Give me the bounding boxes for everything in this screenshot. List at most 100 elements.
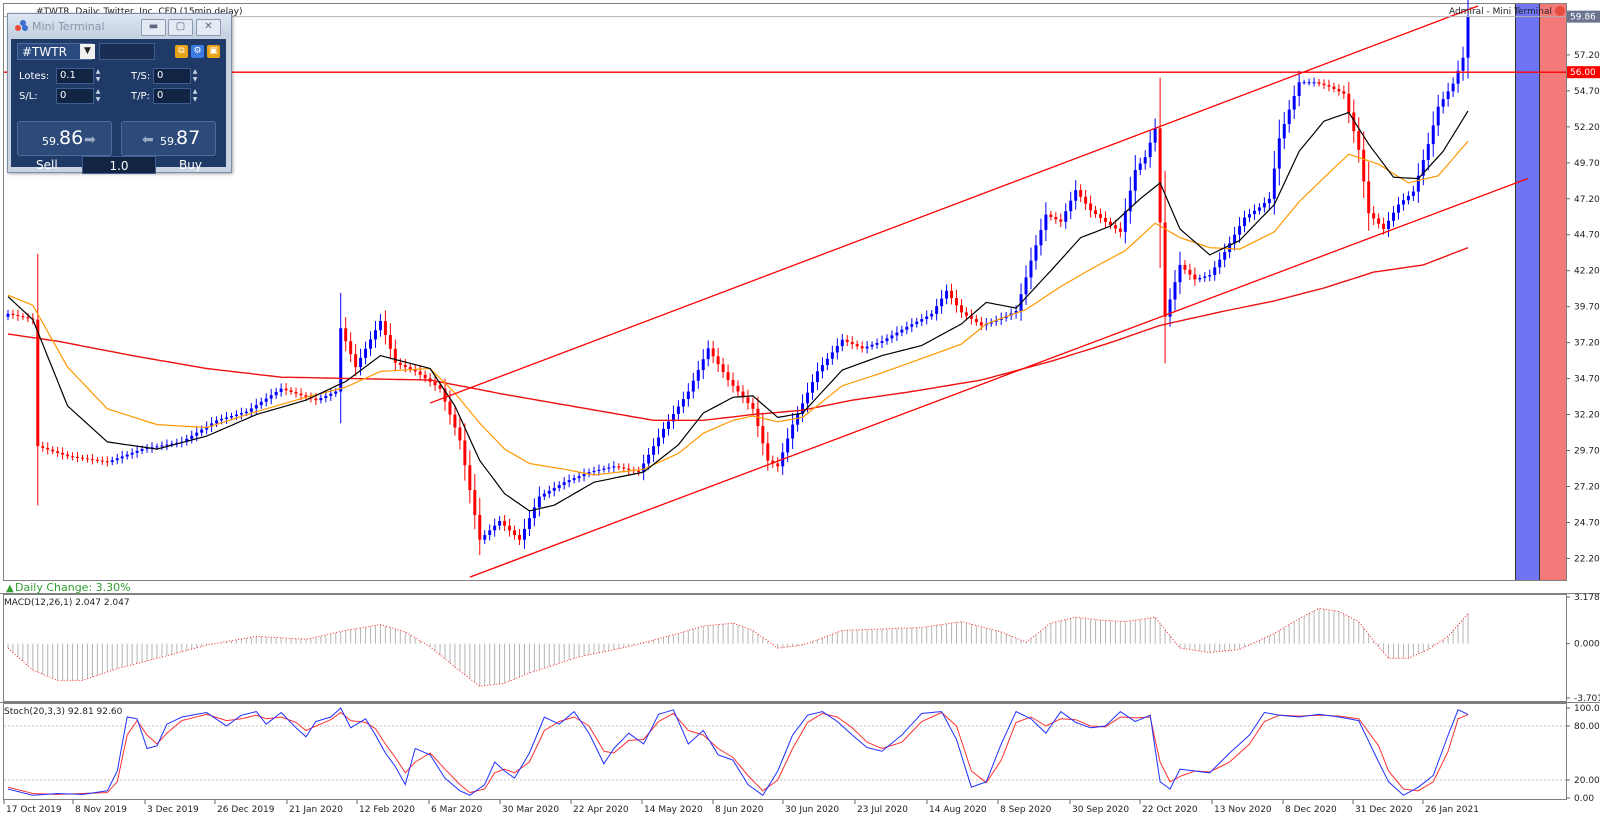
candle-body: [125, 454, 129, 457]
gear-icon[interactable]: ⚙: [191, 45, 204, 58]
candle-body: [1059, 219, 1063, 222]
close-button[interactable]: ✕: [196, 19, 221, 36]
candle-body: [1173, 282, 1177, 300]
candle-body: [349, 341, 353, 355]
candle-body: [1163, 222, 1167, 317]
ts-stepper[interactable]: ▲ ▼: [192, 68, 198, 83]
candle-body: [1441, 99, 1445, 107]
ma-slow-line: [7, 247, 1469, 421]
tp-input[interactable]: 0: [153, 88, 191, 104]
candle-body: [771, 460, 775, 464]
candle-body: [666, 421, 670, 429]
candle-body: [418, 371, 422, 375]
y-tick-label: 39.70: [1574, 303, 1600, 313]
candle-body: [562, 482, 566, 486]
y-tick-label: 27.20: [1574, 482, 1600, 492]
ma-mid-line: [7, 140, 1469, 476]
candle-body: [463, 440, 467, 466]
candle-body: [850, 341, 854, 345]
candle-body: [617, 466, 621, 468]
candle-body: [498, 521, 502, 526]
candle-body: [786, 438, 790, 453]
candle-body: [537, 496, 541, 508]
candle-body: [66, 454, 70, 457]
symbol-select[interactable]: #TWTR: [17, 43, 92, 60]
x-tick-label: 3 Dec 2019: [147, 805, 199, 815]
candle-body: [979, 322, 983, 326]
candle-body: [671, 413, 675, 422]
candle-body: [513, 530, 517, 536]
candle-body: [1456, 70, 1460, 84]
candle-body: [299, 393, 303, 396]
candle-body: [210, 423, 214, 427]
candle-body: [1421, 159, 1425, 176]
candle-body: [254, 405, 258, 409]
daily-change-label: Daily Change: 3.30%: [15, 581, 131, 594]
candle-body: [383, 321, 387, 335]
candle-body: [1084, 196, 1088, 204]
y-tick-label: 44.70: [1574, 231, 1600, 241]
candle-body: [46, 447, 50, 450]
macd-tick-label: 3.178: [1574, 593, 1600, 603]
sl-input[interactable]: 0: [56, 88, 94, 104]
candle-body: [1044, 214, 1048, 230]
candle-body: [721, 364, 725, 373]
candle-body: [642, 463, 646, 473]
sell-button[interactable]: Sell: [36, 158, 58, 172]
candle-body: [577, 476, 581, 479]
stoch-tick-label: 80.00: [1574, 722, 1600, 732]
candle-body: [915, 321, 919, 325]
stoch-tick-label: 0.00: [1574, 794, 1594, 804]
sl-stepper[interactable]: ▲ ▼: [95, 88, 101, 103]
candle-body: [319, 398, 323, 401]
candle-body: [438, 385, 442, 389]
sell-price-button[interactable]: 59. 86 ➡: [17, 121, 112, 156]
candle-body: [458, 427, 462, 441]
candle-body: [1262, 203, 1266, 208]
tp-stepper[interactable]: ▲ ▼: [192, 88, 198, 103]
candle-body: [940, 298, 944, 307]
candle-body: [761, 426, 765, 444]
candle-body: [1347, 93, 1351, 113]
candle-body: [373, 330, 377, 340]
buy-button[interactable]: Buy: [179, 158, 202, 172]
brand-logo-icon: [1555, 6, 1565, 16]
candle-body: [691, 380, 695, 392]
trade-icon[interactable]: ▣: [207, 45, 220, 58]
buy-price-button[interactable]: ⬅ 59. 87: [121, 121, 216, 156]
chevron-down-icon[interactable]: ▼: [80, 44, 95, 59]
candle-body: [662, 428, 665, 438]
candle-body: [61, 452, 65, 455]
candle-body: [1342, 91, 1346, 94]
candle-body: [1143, 157, 1147, 164]
minimize-button[interactable]: ▬: [141, 19, 166, 36]
candle-body: [1357, 131, 1361, 150]
mini-terminal-title: Mini Terminal: [32, 20, 105, 33]
arrow-left-icon: ⬅: [142, 132, 154, 148]
candle-body: [1252, 210, 1256, 215]
candle-body: [676, 406, 680, 414]
candle-body: [165, 444, 169, 446]
candle-body: [1387, 220, 1391, 229]
candle-body: [815, 371, 819, 383]
candle-body: [229, 416, 233, 418]
candle-body: [1198, 277, 1202, 280]
macd-title: MACD(12,26,1) 2.047 2.047: [4, 598, 130, 608]
candle-body: [955, 298, 958, 306]
x-tick-label: 23 Jul 2020: [857, 805, 908, 815]
candle-body: [557, 485, 561, 488]
resistance-price-tag: [1567, 66, 1600, 79]
restore-button[interactable]: ▢: [168, 19, 193, 36]
mini-terminal-window[interactable]: Mini Terminal ▬ ▢ ✕ #TWTR ▼ ⧉ ⚙ ▣ Lotes:…: [7, 13, 232, 174]
candle-body: [85, 458, 89, 460]
link-icon[interactable]: ⧉: [175, 45, 188, 58]
lots-input[interactable]: 0.1: [56, 68, 94, 84]
lot-size-input[interactable]: 1.0: [82, 156, 156, 174]
ts-input[interactable]: 0: [153, 68, 191, 84]
mini-terminal-titlebar[interactable]: Mini Terminal ▬ ▢ ✕: [8, 14, 231, 38]
candle-body: [701, 359, 705, 370]
lots-stepper[interactable]: ▲ ▼: [95, 68, 101, 83]
chart-title: #TWTR, Daily: Twitter, Inc. CFD (15min d…: [36, 7, 243, 17]
candle-body: [974, 318, 978, 323]
candle-body: [751, 403, 755, 409]
